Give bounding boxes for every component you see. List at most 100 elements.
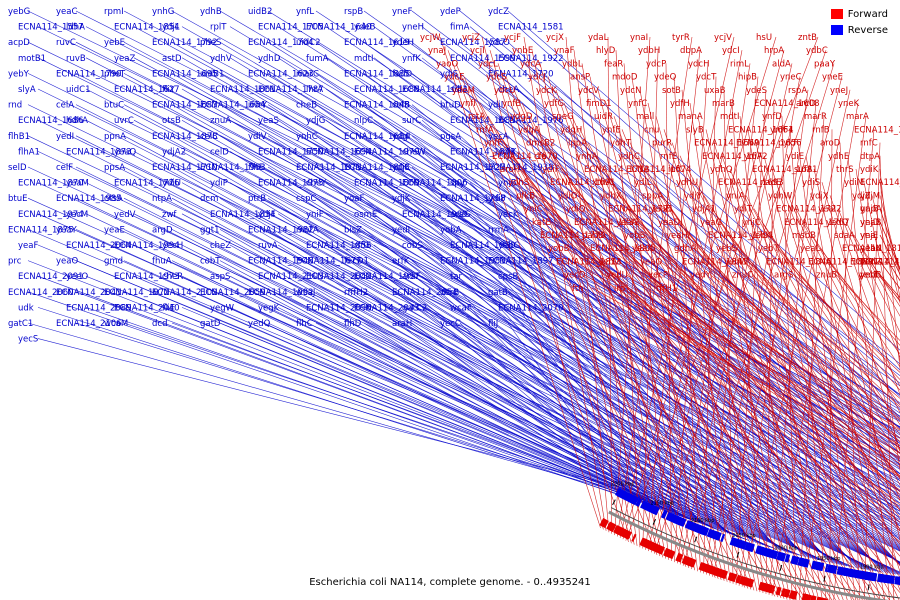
forward-gene-label: yebK — [750, 231, 772, 241]
reverse-gene-label: ECNA114_1974 — [18, 210, 84, 220]
reverse-gene-label: ydhV — [210, 54, 232, 64]
reverse-gene-label: osmE — [354, 210, 377, 220]
label-connector — [614, 36, 651, 536]
reverse-feature — [720, 533, 726, 543]
forward-gene-label: yeaA — [616, 218, 637, 228]
reverse-gene-label: yecM — [66, 210, 88, 220]
forward-gene-label: yneE — [822, 73, 843, 83]
label-connector — [697, 116, 791, 600]
forward-gene-label: ydbC — [806, 46, 828, 56]
reverse-gene-label: gatB — [488, 288, 508, 298]
reverse-feature — [690, 522, 698, 532]
forward-gene-label: ynaI — [630, 33, 648, 43]
forward-gene-label: rnfE — [660, 152, 677, 162]
forward-gene-label: ydgD — [510, 112, 533, 122]
reverse-gene-label: uvrY — [248, 101, 268, 111]
reverse-feature — [729, 536, 738, 547]
label-connector — [411, 166, 889, 574]
forward-gene-label: rffH1 — [656, 284, 677, 294]
reverse-gene-label: ECNA114_1640 — [306, 23, 372, 33]
label-connector — [421, 275, 706, 526]
reverse-gene-label: pgsA — [440, 132, 461, 142]
label-connector — [489, 50, 632, 544]
reverse-gene-label: ECNA114_1972 — [104, 288, 170, 298]
forward-gene-label: ydcJ — [528, 73, 546, 83]
forward-gene-label: ydiS — [802, 178, 820, 188]
forward-gene-label: ECNA114_1721 — [608, 205, 674, 215]
label-connector — [505, 76, 690, 569]
forward-gene-label: arcD — [796, 99, 816, 109]
label-connector — [421, 88, 900, 482]
label-connector — [611, 182, 900, 578]
forward-gene-label: ynbE — [512, 46, 533, 56]
reverse-gene-label: ECNA114_1834 — [210, 210, 276, 220]
label-connector — [547, 76, 693, 570]
reverse-gene-label: ggt1 — [200, 225, 220, 235]
forward-feature — [738, 575, 745, 585]
forward-gene-label: ydeM — [452, 86, 475, 96]
forward-gene-label: slyB — [686, 125, 704, 135]
forward-gene-label: rnfB — [812, 125, 830, 135]
forward-feature — [771, 585, 776, 594]
forward-gene-label: feaR — [604, 59, 623, 69]
scale-tick — [612, 499, 616, 506]
forward-gene-label: ECNA114_1674 — [626, 165, 692, 175]
forward-feature — [664, 548, 670, 557]
label-connector — [517, 88, 900, 466]
forward-gene-label: ECNA114_1693 — [718, 178, 784, 188]
forward-gene-label: ydjZ — [852, 191, 871, 201]
label-connector — [363, 291, 683, 516]
reverse-gene-label: motB1 — [18, 54, 46, 64]
reverse-feature — [713, 531, 722, 541]
reverse-feature — [830, 565, 838, 574]
forward-gene-label: gdhA — [674, 244, 696, 254]
forward-gene-label: gapA — [860, 205, 882, 215]
forward-gene-label: msbB — [792, 231, 816, 241]
forward-gene-label: yedQ — [826, 218, 849, 228]
label-connector — [765, 102, 775, 594]
forward-gene-label: ydcK — [536, 86, 557, 96]
forward-gene-label: hsU — [756, 33, 772, 43]
reverse-gene-label: argD — [152, 225, 173, 235]
label-connector — [761, 221, 900, 426]
label-connector — [659, 261, 900, 449]
label-connector — [667, 274, 900, 439]
label-connector — [481, 36, 604, 530]
label-connector — [517, 213, 804, 557]
label-connector — [575, 261, 900, 478]
forward-gene-label: ycjV — [714, 33, 732, 43]
reverse-feature — [644, 502, 651, 511]
reverse-gene-label: ynfK — [402, 54, 421, 64]
label-connector — [779, 182, 900, 501]
forward-gene-label: yedY — [690, 271, 712, 281]
feature-tracks — [599, 487, 900, 600]
label-connector — [573, 50, 638, 546]
reverse-gene-label: yeaZ — [114, 54, 135, 64]
forward-gene-label: yeaK — [632, 244, 653, 254]
label-connector — [827, 261, 900, 346]
label-connector — [879, 195, 900, 277]
label-connector — [837, 208, 900, 358]
label-connector — [519, 168, 881, 600]
forward-gene-label: ECNA114_1608 — [754, 99, 820, 109]
label-connector — [713, 142, 848, 600]
reverse-gene-label: ydgI — [392, 132, 410, 142]
forward-gene-label: ydiT — [734, 205, 753, 215]
reverse-gene-label: ECNA114_2064 — [66, 241, 132, 251]
forward-gene-label: rnfC — [860, 139, 878, 149]
label-connector — [85, 119, 900, 538]
label-connector — [676, 63, 751, 564]
reverse-gene-label: ydcO — [488, 38, 510, 48]
forward-swatch — [830, 9, 843, 19]
forward-gene-label: yebW — [724, 257, 749, 267]
label-connector — [685, 234, 900, 458]
reverse-gene-label: ydiU — [162, 179, 181, 189]
forward-gene-label: ydiM — [844, 178, 864, 188]
label-connector — [219, 322, 640, 497]
reverse-gene-label: ECNA114_1686 — [18, 116, 84, 126]
label-connector — [617, 36, 693, 537]
forward-gene-label: marR — [804, 112, 827, 122]
label-connector — [593, 221, 900, 511]
reverse-gene-label: yecS — [18, 335, 38, 345]
forward-gene-label: ydcS — [486, 73, 507, 83]
